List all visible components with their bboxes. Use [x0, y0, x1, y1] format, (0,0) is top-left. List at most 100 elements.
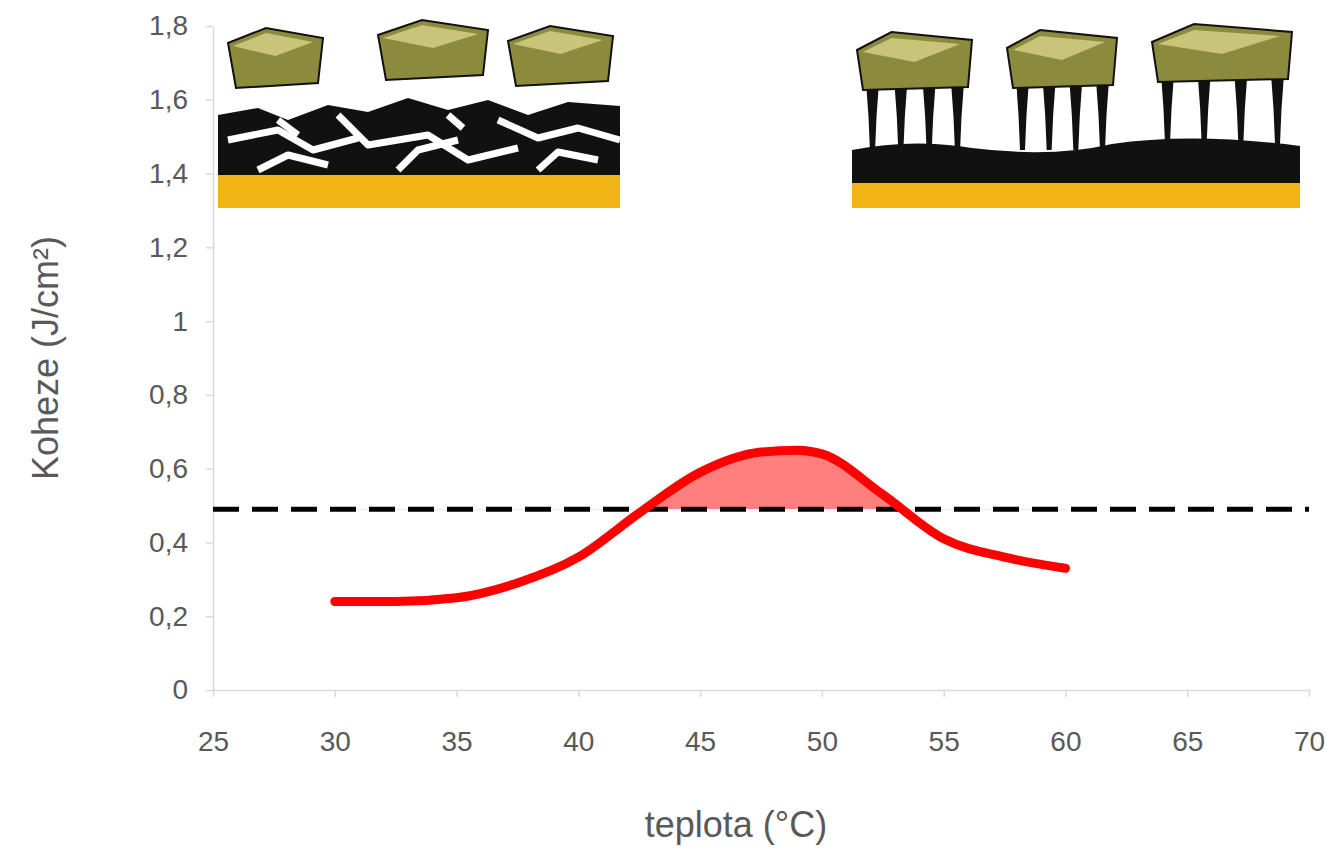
tick: 25 — [198, 690, 229, 757]
tick-mark — [1309, 690, 1311, 697]
illustration — [218, 20, 620, 208]
fibril — [1161, 74, 1174, 144]
tick-mark — [1065, 690, 1067, 697]
tick-label: 40 — [563, 726, 594, 757]
tick-mark — [578, 690, 580, 697]
tick: 65 — [1172, 690, 1203, 757]
data-layer — [213, 450, 1309, 601]
tick-mark — [206, 100, 213, 102]
fibril — [1271, 74, 1284, 144]
adherend-highlight — [513, 31, 603, 54]
axis-line — [214, 690, 1310, 692]
tick-mark — [206, 26, 213, 28]
crack — [278, 120, 298, 135]
fibril — [1069, 80, 1082, 150]
tick-label: 1,8 — [149, 10, 188, 41]
adherend-highlight — [233, 33, 313, 56]
substrate — [218, 175, 620, 208]
series-line — [335, 450, 1066, 601]
adherend-highlight — [863, 38, 960, 62]
crack — [538, 152, 598, 170]
tick: 0,6 — [149, 453, 213, 484]
tick-mark — [206, 542, 213, 544]
adhesive-layer — [218, 98, 620, 175]
tick: 1 — [172, 306, 213, 337]
substrate — [852, 183, 1300, 208]
tick-label: 0 — [172, 674, 188, 705]
tick-mark — [206, 321, 213, 323]
tick-label: 50 — [807, 726, 838, 757]
tick: 70 — [1294, 690, 1325, 757]
fibril — [1234, 74, 1247, 144]
tick: 35 — [441, 690, 472, 757]
plot: 25 30 35 40 45 50 55 60 65 70 0 0,2 0,4 0,6 0,8 1 1,2 1,4… — [149, 10, 1325, 756]
tick: 40 — [563, 690, 594, 757]
tick-label: 60 — [1050, 726, 1081, 757]
tick: 0 — [172, 674, 213, 705]
adherend — [1152, 24, 1292, 82]
tick-label: 1,4 — [149, 158, 188, 189]
adherend — [378, 20, 488, 80]
shaded-area — [335, 450, 1066, 509]
y-axis: 0 0,2 0,4 0,6 0,8 1 1,2 1,4 1,6 1,8 — [149, 10, 213, 705]
crack — [498, 120, 620, 140]
tick-label: 25 — [198, 726, 229, 757]
tick-mark — [1187, 690, 1189, 697]
fibril — [923, 82, 936, 152]
chart: 25 30 35 40 45 50 55 60 65 70 0 0,2 0,4 0,6 0,8 1 1,2 1,4… — [0, 0, 1336, 861]
adherend-highlight — [1013, 36, 1105, 60]
fibril — [866, 82, 879, 152]
x-axis: 25 30 35 40 45 50 55 60 65 70 — [198, 690, 1325, 757]
adherend — [228, 28, 323, 88]
tick-mark — [943, 690, 945, 697]
tick-label: 0,6 — [149, 453, 188, 484]
tick-mark — [206, 247, 213, 249]
tick: 45 — [685, 690, 716, 757]
tick-mark — [822, 690, 824, 697]
adherend-highlight — [383, 25, 478, 48]
crack — [258, 155, 328, 170]
fibril — [1198, 74, 1211, 144]
tick-label: 1 — [172, 306, 188, 337]
fibril — [951, 82, 964, 152]
tick-mark — [700, 690, 702, 697]
tick: 0,4 — [149, 527, 213, 558]
tick: 1,8 — [149, 10, 213, 41]
tick-label: 0,8 — [149, 379, 188, 410]
crack — [448, 115, 463, 128]
tick-label: 0,2 — [149, 601, 188, 632]
tick-mark — [206, 468, 213, 470]
adherend — [508, 26, 613, 86]
fibril — [1096, 80, 1109, 150]
tick-label: 1,6 — [149, 84, 188, 115]
tick-mark — [456, 690, 458, 697]
x-axis-title: teplota (°C) — [645, 804, 827, 845]
tick-mark — [206, 690, 213, 692]
tick-mark — [206, 173, 213, 175]
tick: 1,4 — [149, 158, 213, 189]
tick-label: 45 — [685, 726, 716, 757]
crack — [398, 140, 458, 170]
y-axis-title: Koheze (J/cm²) — [25, 236, 66, 480]
illustration — [852, 24, 1300, 208]
tick-label: 1,2 — [149, 232, 188, 263]
tick-label: 55 — [929, 726, 960, 757]
tick: 0,2 — [149, 601, 213, 632]
fibril — [894, 82, 907, 152]
tick-label: 65 — [1172, 726, 1203, 757]
tick-label: 0,4 — [149, 527, 188, 558]
tick: 30 — [320, 690, 351, 757]
adherend — [857, 32, 972, 90]
threshold-line — [213, 507, 1309, 512]
fibril — [1043, 80, 1056, 150]
tick-mark — [335, 690, 337, 697]
fibril — [1016, 80, 1029, 150]
tick-label: 30 — [320, 726, 351, 757]
crack — [338, 115, 518, 160]
adherend — [1007, 30, 1117, 88]
tick-label: 35 — [441, 726, 472, 757]
tick-mark — [206, 395, 213, 397]
tick: 60 — [1050, 690, 1081, 757]
adherend-highlight — [1158, 30, 1280, 54]
tick: 1,2 — [149, 232, 213, 263]
